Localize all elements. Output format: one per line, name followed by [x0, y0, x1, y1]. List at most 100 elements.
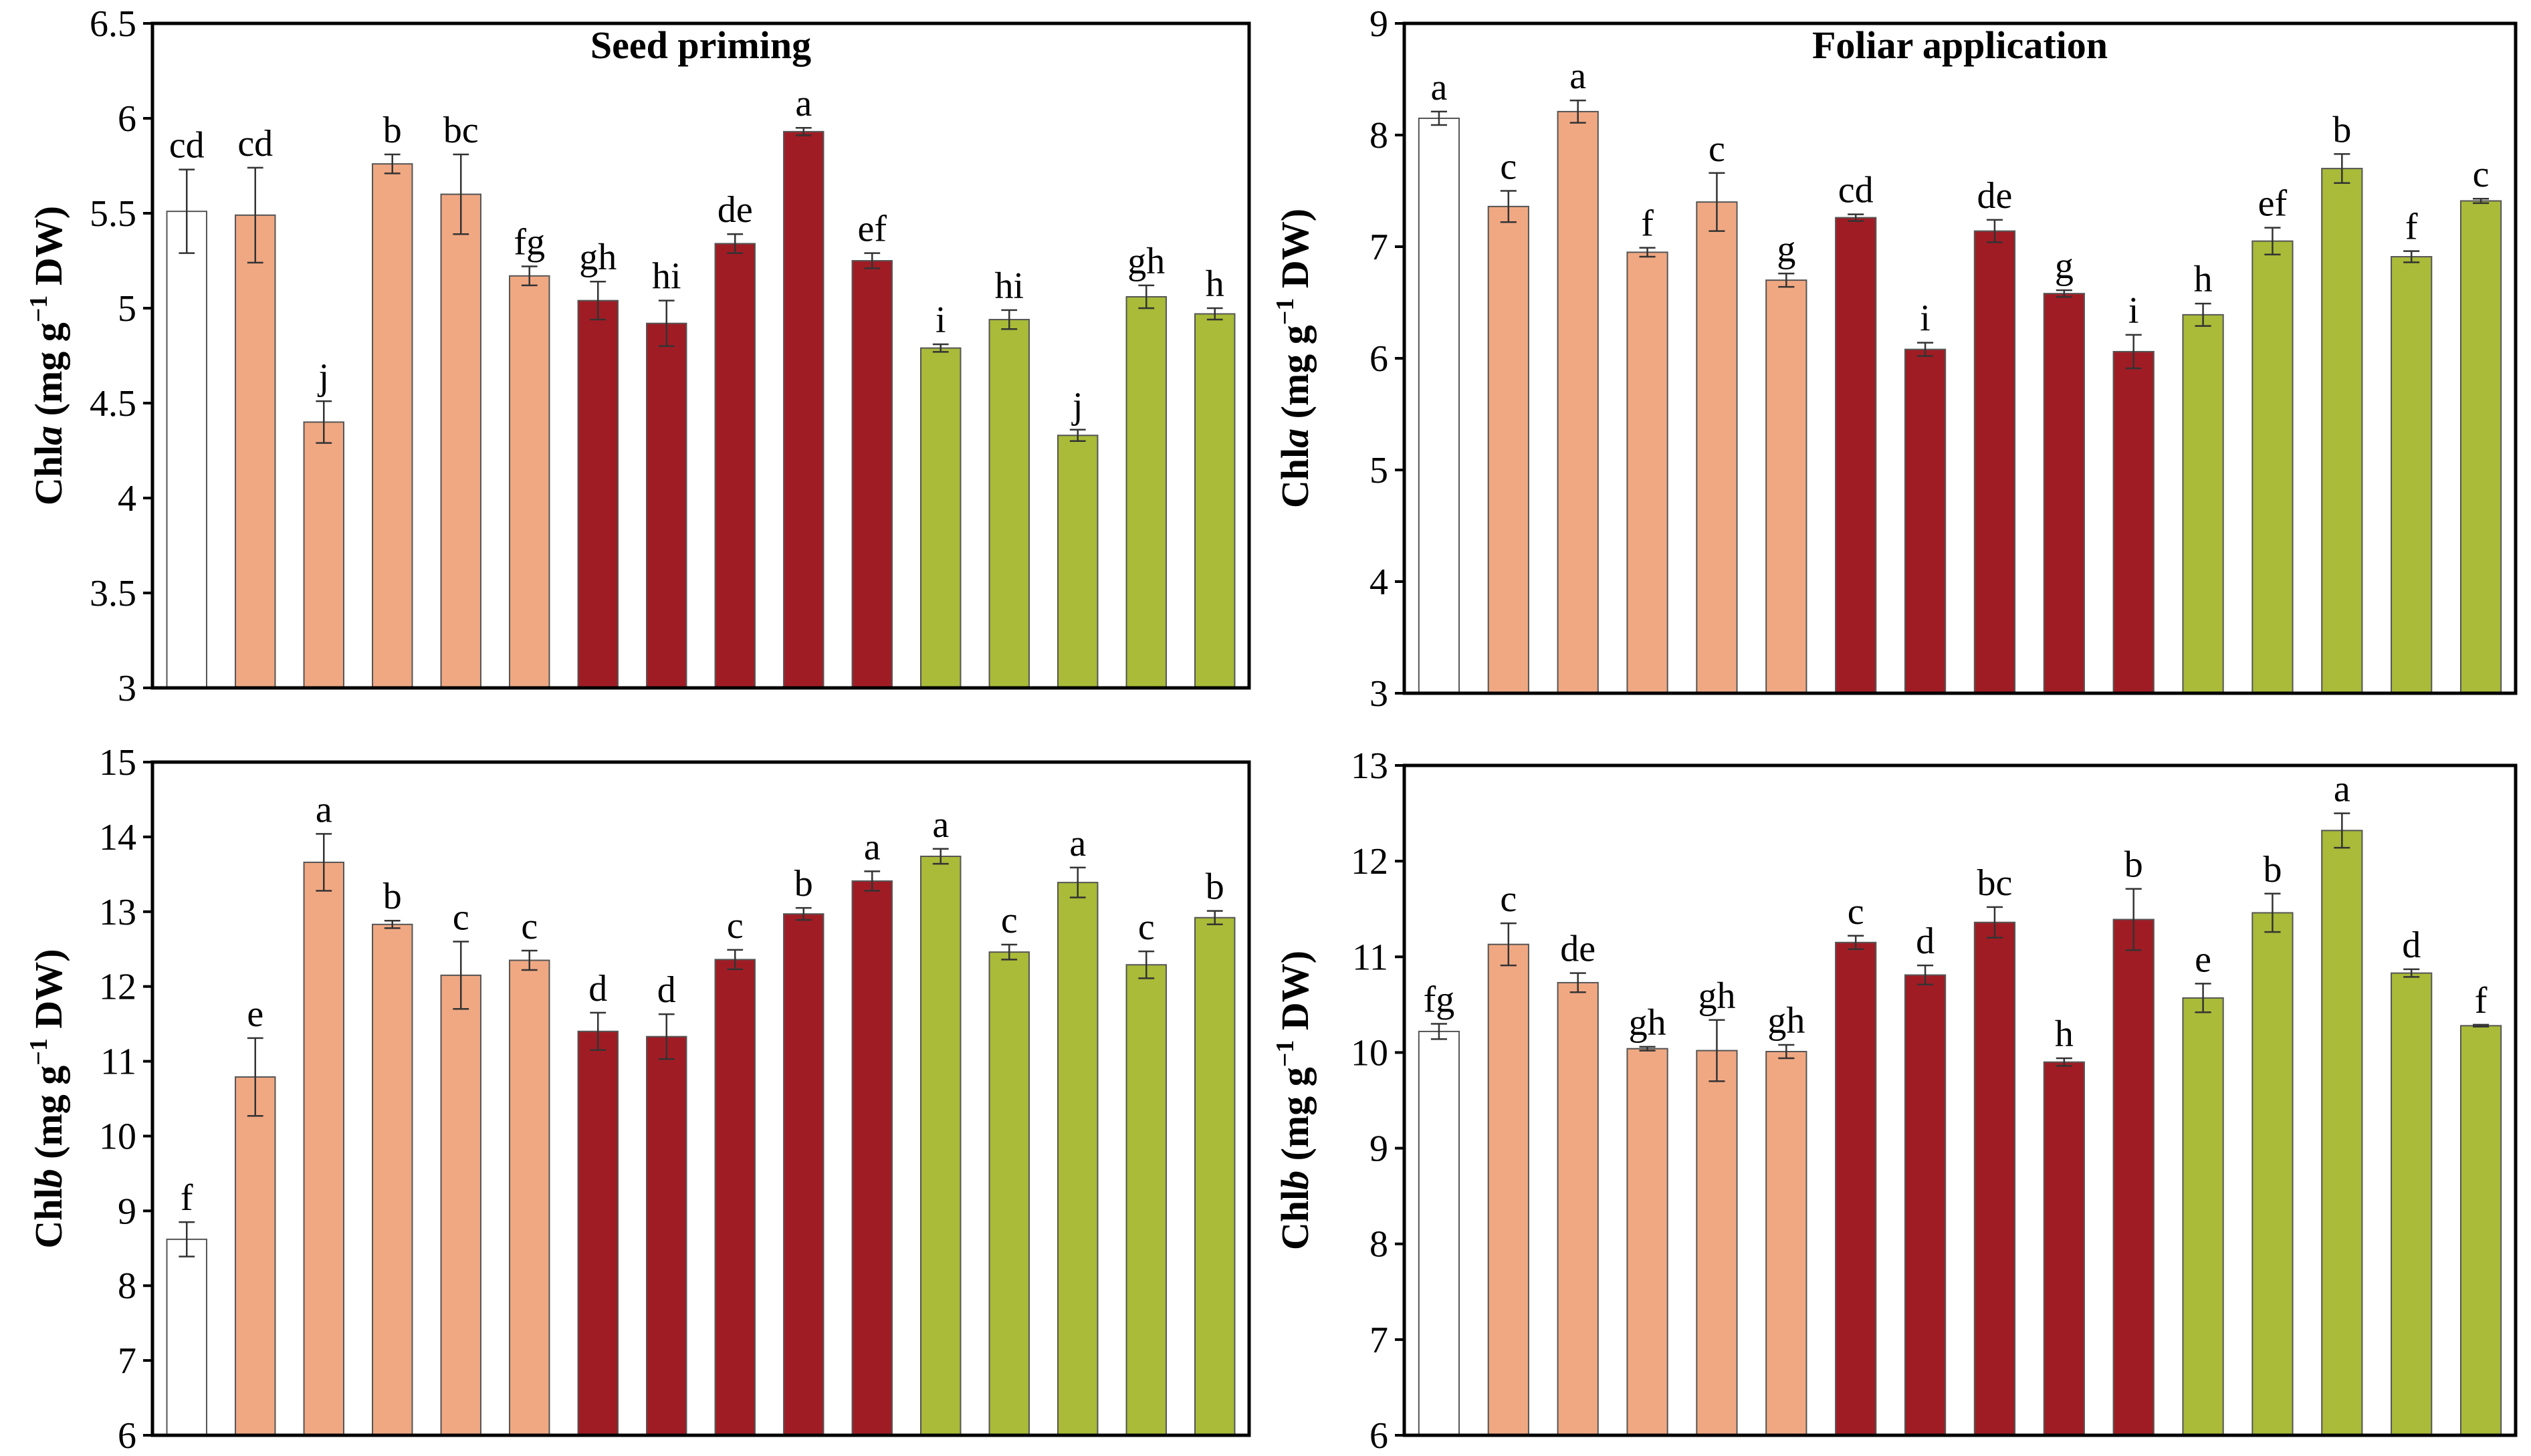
y-axis-title-sup: −1	[25, 1038, 53, 1066]
bar	[920, 855, 962, 1436]
y-tick-label: 6	[1369, 338, 1388, 380]
y-tick-label: 10	[1351, 1032, 1388, 1074]
bar	[1125, 964, 1167, 1436]
significance-label: fg	[1424, 979, 1455, 1020]
bar	[2182, 314, 2224, 694]
significance-label: i	[2128, 290, 2139, 332]
y-tick-label: 6	[118, 1415, 136, 1456]
y-axis-title-prefix: Chl	[1273, 1190, 1317, 1250]
significance-label: i	[1920, 298, 1931, 340]
y-tick-label: 13	[1351, 745, 1388, 787]
y-tick-label: 8	[1369, 1224, 1388, 1265]
y-tick-label: 12	[99, 967, 136, 1008]
y-tick-label: 4	[118, 478, 136, 519]
panel-title: Foliar application	[1812, 23, 2108, 67]
bar	[646, 322, 687, 689]
significance-label: j	[317, 356, 329, 398]
bar	[1125, 295, 1167, 689]
y-axis-title-prefix: Chl	[27, 445, 70, 505]
y-tick-label: 3.5	[90, 573, 136, 614]
bar	[1057, 882, 1099, 1436]
y-tick-label: 5	[118, 288, 136, 330]
y-axis-title-italic: a	[1273, 429, 1317, 448]
significance-label: g	[1777, 229, 1795, 270]
significance-label: c	[521, 906, 538, 947]
bar	[2391, 972, 2433, 1436]
significance-label: gh	[1767, 1000, 1805, 1042]
bar	[1557, 981, 1599, 1437]
bar	[2043, 293, 2085, 694]
bar	[646, 1036, 687, 1436]
significance-label: f	[1641, 203, 1654, 245]
significance-label: de	[1560, 929, 1595, 970]
bar	[372, 163, 413, 689]
bar	[2182, 997, 2224, 1436]
bar	[1194, 917, 1236, 1436]
significance-label: e	[247, 993, 263, 1035]
y-axis-title-prefix: Chl	[27, 1188, 70, 1248]
significance-label: g	[2055, 245, 2074, 287]
y-axis-title-italic: b	[1273, 1171, 1317, 1190]
significance-label: h	[2194, 259, 2213, 300]
significance-label: c	[453, 897, 469, 939]
significance-label: a	[795, 83, 812, 124]
bar	[1418, 117, 1460, 694]
bar	[1696, 1050, 1738, 1436]
y-tick-label: 3	[1369, 673, 1388, 715]
significance-label: gh	[579, 237, 617, 278]
significance-label: c	[2473, 154, 2490, 195]
bar	[1557, 110, 1599, 694]
y-tick-label: 6.5	[90, 3, 136, 45]
bar	[851, 880, 893, 1436]
bar	[372, 923, 413, 1436]
y-tick-label: 5.5	[90, 193, 136, 235]
y-tick-label: 4.5	[90, 383, 136, 424]
bar	[783, 913, 824, 1436]
significance-label: hi	[994, 265, 1024, 307]
bar	[2459, 1025, 2502, 1436]
significance-label: c	[1709, 128, 1725, 170]
significance-label: ef	[857, 209, 887, 250]
significance-label: d	[2402, 925, 2421, 966]
significance-label: c	[1138, 906, 1155, 948]
y-axis-title-italic: a	[27, 426, 70, 445]
y-axis-title-suffix: DW)	[27, 949, 70, 1038]
significance-label: h	[1206, 263, 1224, 305]
y-tick-label: 12	[1351, 841, 1388, 882]
y-tick-label: 11	[1352, 937, 1388, 978]
bar	[303, 421, 344, 689]
y-tick-label: 8	[118, 1265, 136, 1307]
bar	[1057, 435, 1099, 689]
y-axis-title-mid: (mg g	[1273, 325, 1317, 429]
y-axis-title: Chla (mg g−1 DW)	[1271, 209, 1317, 508]
bar	[1626, 1048, 1668, 1436]
y-axis-title-sup: −1	[1271, 1040, 1299, 1068]
y-axis-title-prefix: Chl	[1273, 448, 1317, 508]
y-tick-label: 9	[1369, 3, 1388, 45]
y-tick-label: 6	[118, 98, 136, 140]
bar	[2459, 200, 2502, 694]
y-tick-label: 13	[99, 892, 136, 933]
bar	[1696, 201, 1738, 694]
y-tick-label: 7	[1369, 227, 1388, 268]
bar	[1194, 313, 1236, 689]
y-axis-title-italic: b	[27, 1169, 70, 1188]
significance-label: j	[1071, 385, 1083, 427]
significance-label: ef	[2258, 183, 2288, 225]
significance-label: b	[2332, 109, 2351, 150]
significance-label: cd	[237, 123, 273, 164]
significance-label: d	[657, 969, 676, 1011]
bar	[1418, 1030, 1460, 1436]
y-axis-title: Chla (mg g−1 DW)	[25, 206, 70, 505]
y-tick-label: 14	[99, 817, 136, 858]
bar	[577, 1030, 619, 1437]
y-tick-label: 10	[99, 1116, 136, 1157]
significance-label: a	[1569, 55, 1586, 97]
significance-label: a	[1431, 67, 1448, 108]
bar	[1835, 941, 1877, 1437]
bar	[920, 347, 962, 689]
significance-label: a	[1069, 823, 1086, 864]
